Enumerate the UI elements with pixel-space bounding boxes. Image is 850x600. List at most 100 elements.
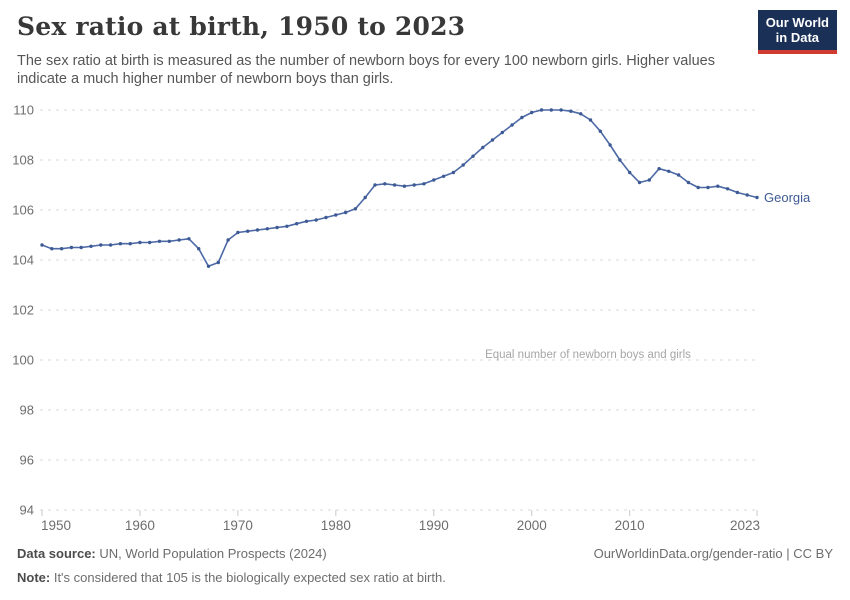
data-point[interactable] (441, 174, 446, 178)
data-point[interactable] (706, 185, 710, 190)
data-point[interactable] (745, 193, 749, 197)
data-point[interactable] (138, 240, 142, 245)
data-point[interactable] (99, 243, 103, 247)
data-point[interactable] (451, 170, 456, 175)
data-point[interactable] (402, 184, 407, 188)
data-point[interactable] (79, 245, 83, 250)
data-point[interactable] (755, 195, 759, 200)
data-point[interactable] (50, 247, 54, 251)
y-axis-tick-label: 108 (12, 153, 34, 168)
data-point[interactable] (334, 213, 338, 217)
data-point[interactable] (735, 190, 740, 195)
y-axis-tick-label: 96 (20, 453, 34, 468)
data-point[interactable] (89, 244, 93, 248)
data-point[interactable] (628, 170, 632, 175)
series-end-label-georgia[interactable]: Georgia (764, 190, 811, 205)
data-point[interactable] (412, 183, 416, 187)
data-point[interactable] (265, 227, 269, 231)
data-point[interactable] (197, 247, 201, 251)
data-point[interactable] (40, 243, 44, 247)
x-axis-tick-label: 2000 (517, 518, 547, 533)
equal-ratio-annotation: Equal number of newborn boys and girls (485, 349, 691, 361)
data-source-label: Data source: (17, 546, 96, 561)
data-point[interactable] (392, 183, 397, 187)
data-point[interactable] (285, 224, 289, 228)
data-point[interactable] (167, 239, 171, 243)
data-point[interactable] (422, 182, 426, 186)
x-axis-tick-label: 2023 (730, 518, 760, 533)
data-point[interactable] (510, 123, 514, 127)
data-point[interactable] (520, 115, 524, 120)
owid-logo[interactable]: Our World in Data (757, 10, 837, 54)
data-point[interactable] (304, 219, 309, 223)
data-point[interactable] (637, 180, 642, 185)
data-point[interactable] (128, 242, 132, 246)
data-point[interactable] (255, 228, 260, 232)
data-point[interactable] (471, 154, 475, 158)
data-point[interactable] (177, 238, 181, 242)
data-point[interactable] (530, 110, 534, 115)
data-point[interactable] (236, 230, 240, 235)
data-point[interactable] (481, 145, 485, 150)
data-point[interactable] (539, 108, 544, 112)
note-label: Note: (17, 570, 51, 585)
x-axis-tick-label: 1980 (321, 518, 351, 533)
line-chart-canvas[interactable]: 94 96 98 100 102 104 106 108 110 Equal number of … (0, 93, 850, 538)
data-point[interactable] (353, 207, 358, 211)
y-axis-tick-label: 102 (12, 303, 34, 318)
data-point[interactable] (657, 167, 661, 171)
data-point[interactable] (383, 182, 387, 186)
data-point[interactable] (187, 237, 191, 241)
data-point[interactable] (569, 109, 573, 113)
x-axis-tick-label: 2010 (615, 518, 645, 533)
y-axis-tick-label: 98 (20, 403, 34, 418)
data-point[interactable] (69, 245, 74, 250)
data-point[interactable] (549, 108, 553, 112)
data-point[interactable] (432, 178, 436, 182)
note-text: It's considered that 105 is the biologic… (50, 570, 446, 585)
y-axis-tick-label: 106 (12, 203, 34, 218)
data-point[interactable] (216, 260, 220, 265)
data-point[interactable] (226, 238, 230, 242)
data-point[interactable] (461, 163, 465, 167)
owid-logo-line1: Our World (765, 15, 829, 30)
owid-citation-link[interactable]: OurWorldinData.org/gender-ratio | CC BY (593, 546, 833, 561)
data-point[interactable] (608, 143, 612, 147)
data-point[interactable] (343, 210, 348, 215)
data-point[interactable] (725, 187, 730, 191)
data-point[interactable] (500, 130, 504, 135)
data-point[interactable] (588, 118, 593, 122)
data-point[interactable] (324, 215, 328, 220)
data-point[interactable] (118, 242, 123, 246)
data-point[interactable] (59, 247, 64, 251)
data-point[interactable] (618, 158, 622, 162)
data-point[interactable] (246, 229, 250, 233)
data-point[interactable] (490, 138, 495, 142)
data-point[interactable] (157, 239, 162, 243)
note-line: Note: It's considered that 105 is the bi… (17, 570, 833, 585)
data-point[interactable] (559, 108, 563, 112)
data-point[interactable] (579, 112, 583, 116)
data-point[interactable] (314, 218, 318, 222)
data-point[interactable] (676, 173, 681, 177)
x-axis-tick-label: 1970 (223, 518, 253, 533)
data-source-text: UN, World Population Prospects (2024) (95, 546, 327, 561)
data-point[interactable] (716, 184, 720, 188)
data-point[interactable] (647, 178, 651, 182)
data-point[interactable] (275, 225, 279, 230)
x-axis-tick-label: 1990 (419, 518, 449, 533)
data-point[interactable] (206, 264, 211, 268)
data-point[interactable] (148, 240, 152, 245)
data-point[interactable] (363, 195, 367, 200)
data-point[interactable] (295, 222, 299, 226)
data-point[interactable] (373, 183, 377, 187)
chart-subtitle: The sex ratio at birth is measured as th… (17, 53, 715, 87)
y-axis-tick-label: 110 (13, 103, 34, 118)
data-point[interactable] (108, 243, 113, 247)
data-point[interactable] (696, 185, 700, 190)
data-point[interactable] (667, 169, 671, 173)
data-point[interactable] (598, 129, 602, 133)
data-point[interactable] (686, 180, 691, 185)
page-title: Sex ratio at birth, 1950 to 2023 (17, 12, 466, 41)
data-source-line: Data source: UN, World Population Prospe… (17, 546, 833, 561)
